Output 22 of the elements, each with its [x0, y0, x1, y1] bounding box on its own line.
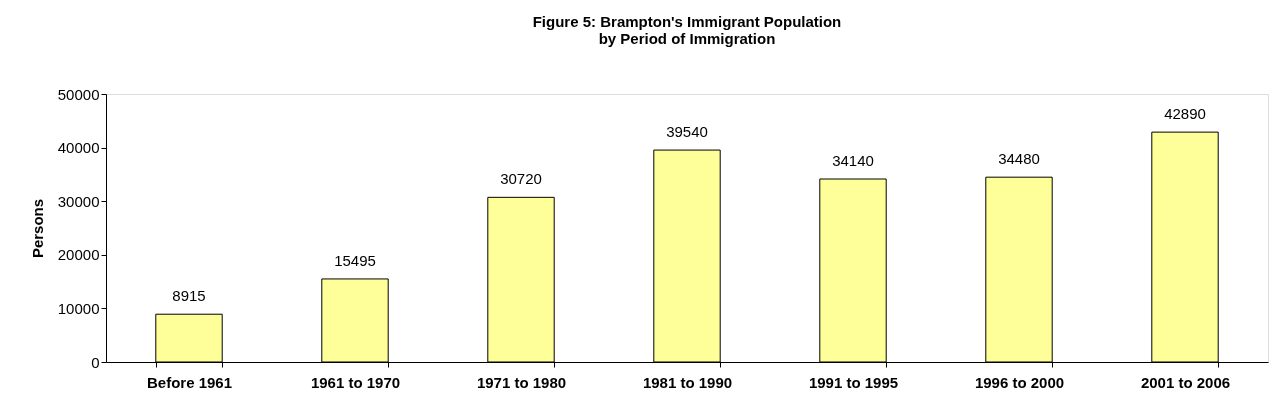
data-label: 39540 — [666, 123, 708, 141]
y-tick-label: 20000 — [57, 246, 100, 264]
y-tick-label: 40000 — [57, 139, 100, 157]
x-tick-label: 1961 to 1970 — [310, 373, 401, 391]
y-axis-title: Persons — [28, 198, 46, 259]
data-label: 34140 — [832, 152, 874, 170]
data-label: 15495 — [334, 251, 376, 269]
data-label: 30720 — [500, 170, 542, 188]
x-tick-label: 1981 to 1990 — [642, 373, 733, 391]
x-tick-label: Before 1961 — [146, 373, 233, 391]
x-tick-label: 1971 to 1980 — [476, 373, 567, 391]
y-tick-label: 50000 — [57, 85, 100, 103]
y-tick-label: 10000 — [57, 299, 100, 317]
y-tick-label: 30000 — [57, 192, 100, 210]
data-label: 42890 — [1164, 105, 1206, 123]
x-tick-label: 2001 to 2006 — [1140, 373, 1231, 391]
data-label: 8915 — [172, 287, 206, 305]
x-tick-label: 1996 to 2000 — [974, 373, 1065, 391]
x-tick-label: 1991 to 1995 — [808, 373, 899, 391]
data-label: 34480 — [998, 150, 1040, 168]
y-tick-label: 0 — [91, 353, 100, 371]
chart-title: Figure 5: Brampton's Immigrant Population by Period of Immigration — [532, 13, 842, 47]
